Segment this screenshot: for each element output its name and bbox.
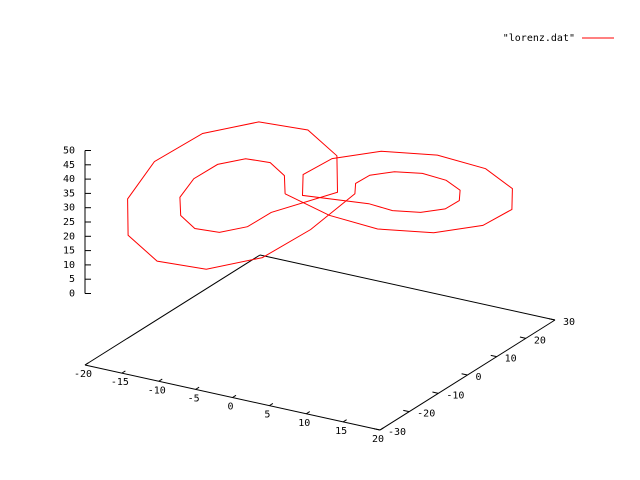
- z-tick-label: 15: [63, 246, 75, 257]
- y-tick-label: -20: [417, 409, 435, 420]
- z-tick-label: 45: [63, 160, 75, 171]
- x-tick: [232, 394, 237, 398]
- x-tick-label: 0: [227, 402, 233, 413]
- x-tick-label: 15: [335, 426, 347, 437]
- x-tick-label: -20: [74, 369, 92, 380]
- x-tick: [379, 427, 384, 431]
- y-tick-label: 20: [534, 335, 546, 346]
- y-tick-label: 30: [563, 317, 575, 328]
- z-tick-label: 40: [63, 174, 75, 185]
- x-tick-label: 10: [298, 418, 310, 429]
- x-tick-label: 5: [264, 410, 270, 421]
- y-tick: [432, 391, 439, 394]
- axis-line: [84, 254, 261, 366]
- x-tick: [121, 370, 126, 374]
- z-tick-label: 25: [63, 217, 75, 228]
- x-tick-label: 20: [372, 434, 384, 445]
- x-tick: [269, 403, 274, 407]
- z-tick-label: 35: [63, 188, 75, 199]
- x-tick: [342, 419, 347, 423]
- x-tick: [84, 362, 89, 366]
- y-tick: [461, 373, 468, 376]
- legend-label: "lorenz.dat": [503, 33, 575, 44]
- y-tick-label: 10: [505, 354, 517, 365]
- z-tick-label: 0: [69, 289, 75, 300]
- z-tick-label: 5: [69, 274, 75, 285]
- z-tick-label: 10: [63, 260, 75, 271]
- y-tick-label: 0: [476, 372, 482, 383]
- x-tick: [195, 386, 200, 390]
- x-tick: [158, 378, 163, 382]
- y-tick: [373, 428, 381, 431]
- data-line: [127, 121, 513, 270]
- z-tick-label: 50: [63, 146, 75, 157]
- x-tick-label: -5: [188, 393, 200, 404]
- z-tick-label: 30: [63, 203, 75, 214]
- x-tick: [305, 411, 311, 415]
- x-tick-label: -10: [148, 385, 166, 396]
- z-tick-label: 20: [63, 231, 75, 242]
- x-tick-label: -15: [111, 377, 129, 388]
- y-tick: [403, 409, 410, 413]
- y-tick: [548, 318, 556, 321]
- y-tick: [519, 336, 526, 339]
- y-tick-label: -30: [388, 427, 406, 438]
- y-tick: [490, 354, 497, 358]
- axis-line: [259, 254, 556, 321]
- y-tick-label: -10: [446, 390, 464, 401]
